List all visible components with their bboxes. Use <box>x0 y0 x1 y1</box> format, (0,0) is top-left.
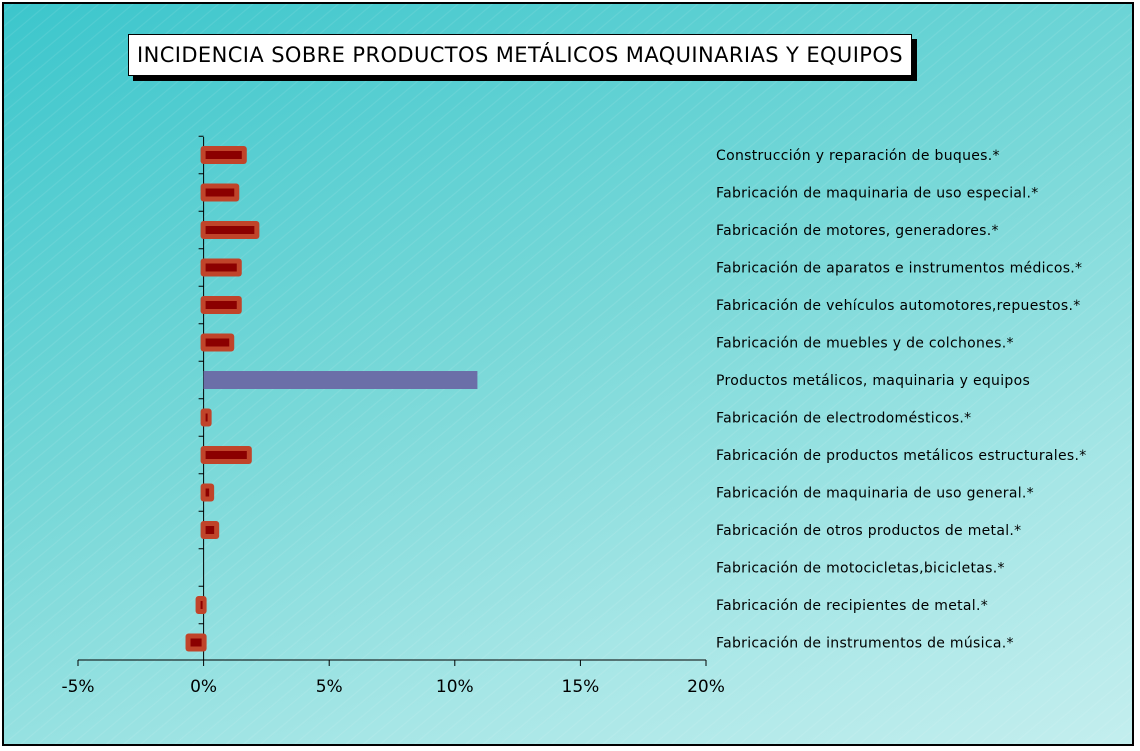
category-label: Fabricación de recipientes de metal.* <box>716 598 988 614</box>
x-tick-label: 15% <box>562 677 600 697</box>
bar <box>205 488 210 497</box>
category-label: Fabricación de vehículos automotores,rep… <box>716 298 1081 314</box>
category-label: Fabricación de muebles y de colchones.* <box>716 336 1014 352</box>
category-label: Productos metálicos, maquinaria y equipo… <box>716 373 1030 389</box>
category-label: Fabricación de motores, generadores.* <box>716 223 999 239</box>
chart-title: INCIDENCIA SOBRE PRODUCTOS METÁLICOS MAQ… <box>128 34 913 76</box>
bar <box>205 151 242 159</box>
category-label: Fabricación de otros productos de metal.… <box>716 523 1021 539</box>
bar-highlight <box>203 371 478 389</box>
category-label: Fabricación de maquinaria de uso general… <box>716 486 1034 502</box>
bar <box>205 263 237 272</box>
category-label: Fabricación de productos metálicos estru… <box>716 448 1087 464</box>
x-tick-label: 0% <box>190 677 217 697</box>
category-label: Fabricación de aparatos e instrumentos m… <box>716 261 1082 277</box>
category-label: Fabricación de motocicletas,bicicletas.* <box>716 561 1005 577</box>
chart-plot: -5% 0% 5% 10% 15% 20% Construcción y reparació… <box>61 135 1087 697</box>
x-tick-label: 5% <box>316 677 343 697</box>
bar <box>205 526 215 534</box>
bar <box>205 301 237 309</box>
category-label: Fabricación de instrumentos de música.* <box>716 636 1014 652</box>
category-label: Fabricación de maquinaria de uso especia… <box>716 186 1039 202</box>
bar <box>205 451 247 459</box>
x-tick-label: 10% <box>436 677 474 697</box>
bar <box>205 188 235 197</box>
bar <box>205 338 230 347</box>
category-label: Fabricación de electrodomésticos.* <box>716 411 971 427</box>
bar <box>200 601 203 609</box>
x-tick-label: 20% <box>687 677 725 697</box>
background-hatch <box>4 4 1132 744</box>
category-label: Construcción y reparación de buques.* <box>716 148 1000 164</box>
bar <box>205 413 208 422</box>
bar <box>205 226 255 234</box>
bar <box>190 638 202 647</box>
x-tick-label: -5% <box>61 677 94 697</box>
